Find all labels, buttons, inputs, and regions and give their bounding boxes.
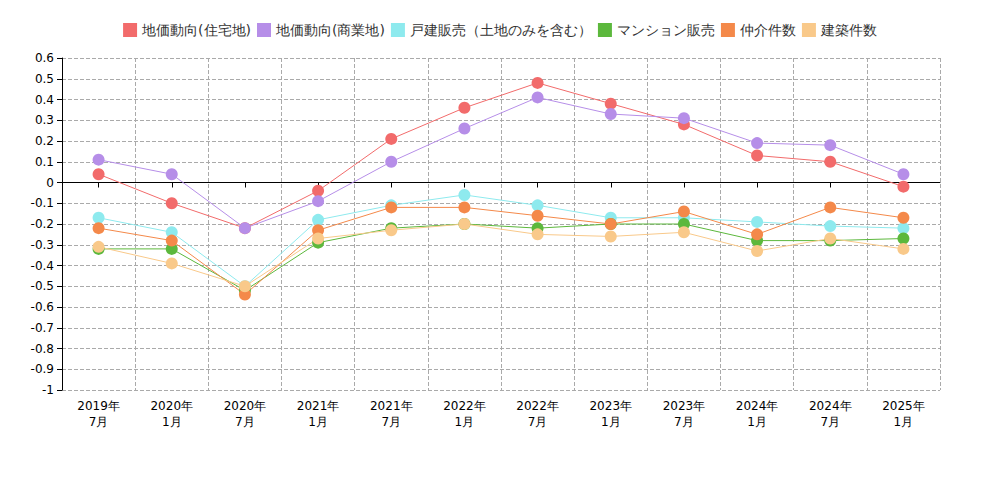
svg-text:7月: 7月 [381, 415, 401, 429]
svg-text:2022年: 2022年 [516, 399, 559, 413]
svg-text:1月: 1月 [747, 415, 767, 429]
svg-text:2019年: 2019年 [77, 399, 120, 413]
svg-text:-0.9: -0.9 [31, 362, 54, 376]
svg-text:戸建販売（土地のみを含む）: 戸建販売（土地のみを含む） [410, 22, 592, 38]
svg-text:-1: -1 [42, 383, 54, 397]
svg-text:マンション販売: マンション販売 [617, 22, 715, 38]
svg-text:2024年: 2024年 [809, 399, 852, 413]
svg-text:-0.8: -0.8 [31, 342, 54, 356]
svg-text:7月: 7月 [820, 415, 840, 429]
svg-text:0.4: 0.4 [35, 93, 54, 107]
svg-text:2021年: 2021年 [297, 399, 340, 413]
svg-text:7月: 7月 [674, 415, 694, 429]
svg-text:2025年: 2025年 [882, 399, 925, 413]
svg-text:2023年: 2023年 [663, 399, 706, 413]
svg-text:-0.7: -0.7 [31, 321, 54, 335]
svg-text:2023年: 2023年 [589, 399, 632, 413]
svg-text:地価動向(商業地): 地価動向(商業地) [275, 22, 385, 38]
svg-text:0: 0 [46, 176, 54, 190]
svg-text:-0.2: -0.2 [31, 217, 54, 231]
svg-text:2020年: 2020年 [150, 399, 193, 413]
svg-text:0.6: 0.6 [35, 51, 54, 65]
svg-text:7月: 7月 [528, 415, 548, 429]
svg-text:1月: 1月 [455, 415, 475, 429]
svg-text:建築件数: 建築件数 [820, 22, 877, 38]
svg-text:2021年: 2021年 [370, 399, 413, 413]
svg-text:仲介件数: 仲介件数 [740, 22, 796, 38]
svg-text:2022年: 2022年 [443, 399, 486, 413]
svg-text:0.1: 0.1 [35, 155, 54, 169]
svg-text:0.3: 0.3 [35, 113, 54, 127]
svg-text:2024年: 2024年 [736, 399, 779, 413]
svg-text:地価動向(住宅地): 地価動向(住宅地) [141, 22, 251, 38]
svg-text:1月: 1月 [894, 415, 914, 429]
svg-text:1月: 1月 [162, 415, 182, 429]
svg-text:7月: 7月 [235, 415, 255, 429]
svg-text:-0.1: -0.1 [31, 196, 54, 210]
svg-text:0.5: 0.5 [35, 72, 54, 86]
svg-text:-0.5: -0.5 [31, 279, 54, 293]
svg-text:1月: 1月 [601, 415, 621, 429]
svg-text:0.2: 0.2 [35, 134, 54, 148]
svg-text:-0.6: -0.6 [31, 300, 54, 314]
svg-text:-0.4: -0.4 [31, 259, 54, 273]
svg-text:2020年: 2020年 [224, 399, 267, 413]
svg-text:-0.3: -0.3 [31, 238, 54, 252]
svg-text:7月: 7月 [89, 415, 109, 429]
svg-text:1月: 1月 [308, 415, 328, 429]
